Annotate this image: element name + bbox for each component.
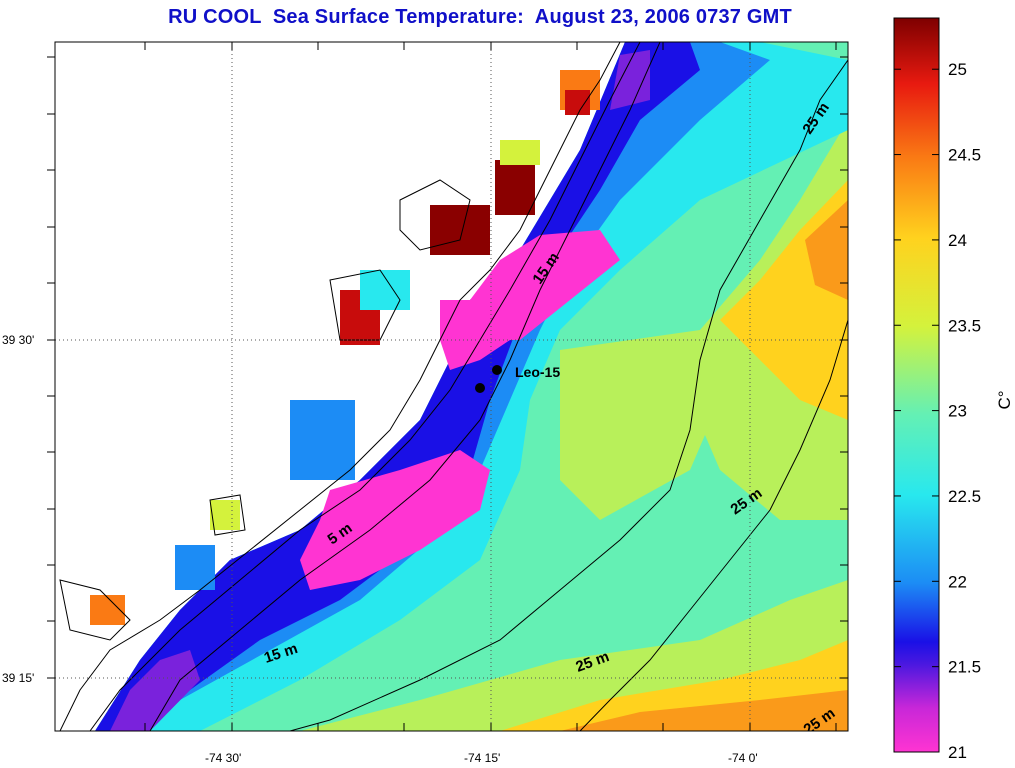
sst-plot-area: 15 m 25 m 5 m 15 m 25 m 25 m 25 m Leo-15 — [55, 42, 848, 731]
inland-marsh-outline-1 — [399, 179, 471, 251]
inland-marsh-outline-3 — [209, 494, 246, 536]
station-label-leo15: Leo-15 — [515, 364, 560, 380]
inland-marsh-outline-4 — [59, 579, 131, 641]
coastline — [59, 42, 621, 731]
colorbar-tick-label: 23 — [948, 402, 967, 421]
axis-ticks — [47, 42, 848, 731]
station-marker-node — [475, 383, 485, 393]
sst-bay-dark-red-2 — [495, 160, 535, 215]
sst-orange-patch-east — [805, 200, 848, 300]
depth-contour-15m — [149, 42, 661, 731]
colorbar-unit-label: C° — [995, 390, 1014, 409]
colorbar-tick-label: 22.5 — [948, 487, 981, 506]
sst-purple-north — [610, 50, 650, 110]
colorbar-tick-label: 21 — [948, 743, 967, 762]
colorbar: 25 24.5 24 23.5 23 22.5 22 21.5 21 C° — [893, 17, 1014, 762]
depth-contour-5m — [89, 42, 641, 731]
colorbar-tick-label: 22 — [948, 572, 967, 591]
colorbar-tick-label: 21.5 — [948, 658, 981, 677]
sst-bay-yellow-1 — [500, 140, 540, 165]
sst-bay-red-2 — [565, 90, 590, 115]
sst-orange-band-south — [560, 690, 848, 731]
sst-upwelling-south — [300, 450, 490, 590]
sst-purple-south — [110, 650, 200, 731]
inland-marsh-outline-2 — [329, 269, 401, 341]
sst-bay-orange-2 — [90, 595, 125, 625]
sst-bay-blue-1 — [290, 400, 355, 480]
colorbar-ticks — [894, 68, 939, 753]
plot-frame — [54, 41, 849, 732]
colorbar-tick-label: 25 — [948, 60, 967, 79]
colorbar-tick-label: 23.5 — [948, 316, 981, 335]
lon-label-74-15: -74 15' — [464, 751, 500, 765]
map-title: RU COOL Sea Surface Temperature: August … — [168, 6, 792, 28]
colorbar-tick-label: 24 — [948, 231, 967, 250]
sst-bay-cyan-1 — [360, 270, 410, 310]
sst-upwelling-north — [470, 230, 620, 340]
sst-blue-band — [95, 42, 700, 731]
station-marker-leo15 — [492, 365, 502, 375]
lon-label-74-0: -74 0' — [728, 751, 758, 765]
lat-label-39-30: 39 30' — [2, 333, 34, 347]
lat-label-39-15: 39 15' — [2, 671, 34, 685]
depth-contour-25m-east — [579, 319, 848, 731]
graticule — [55, 42, 848, 731]
sst-bay-blue-2 — [175, 545, 215, 590]
depth-contour-25m-offshore — [289, 59, 848, 731]
colorbar-tick-labels: 25 24.5 24 23.5 23 22.5 22 21.5 21 — [948, 60, 981, 762]
sst-mid-band-center — [560, 330, 720, 520]
colorbar-tick-label: 24.5 — [948, 146, 981, 165]
sst-bay-dark-red-1 — [430, 205, 490, 255]
sst-upwelling-central — [440, 300, 510, 370]
sst-bay-yellow-2 — [210, 500, 240, 530]
colorbar-gradient — [893, 17, 940, 753]
lon-label-74-30: -74 30' — [205, 751, 241, 765]
coastline-contours — [59, 42, 848, 731]
